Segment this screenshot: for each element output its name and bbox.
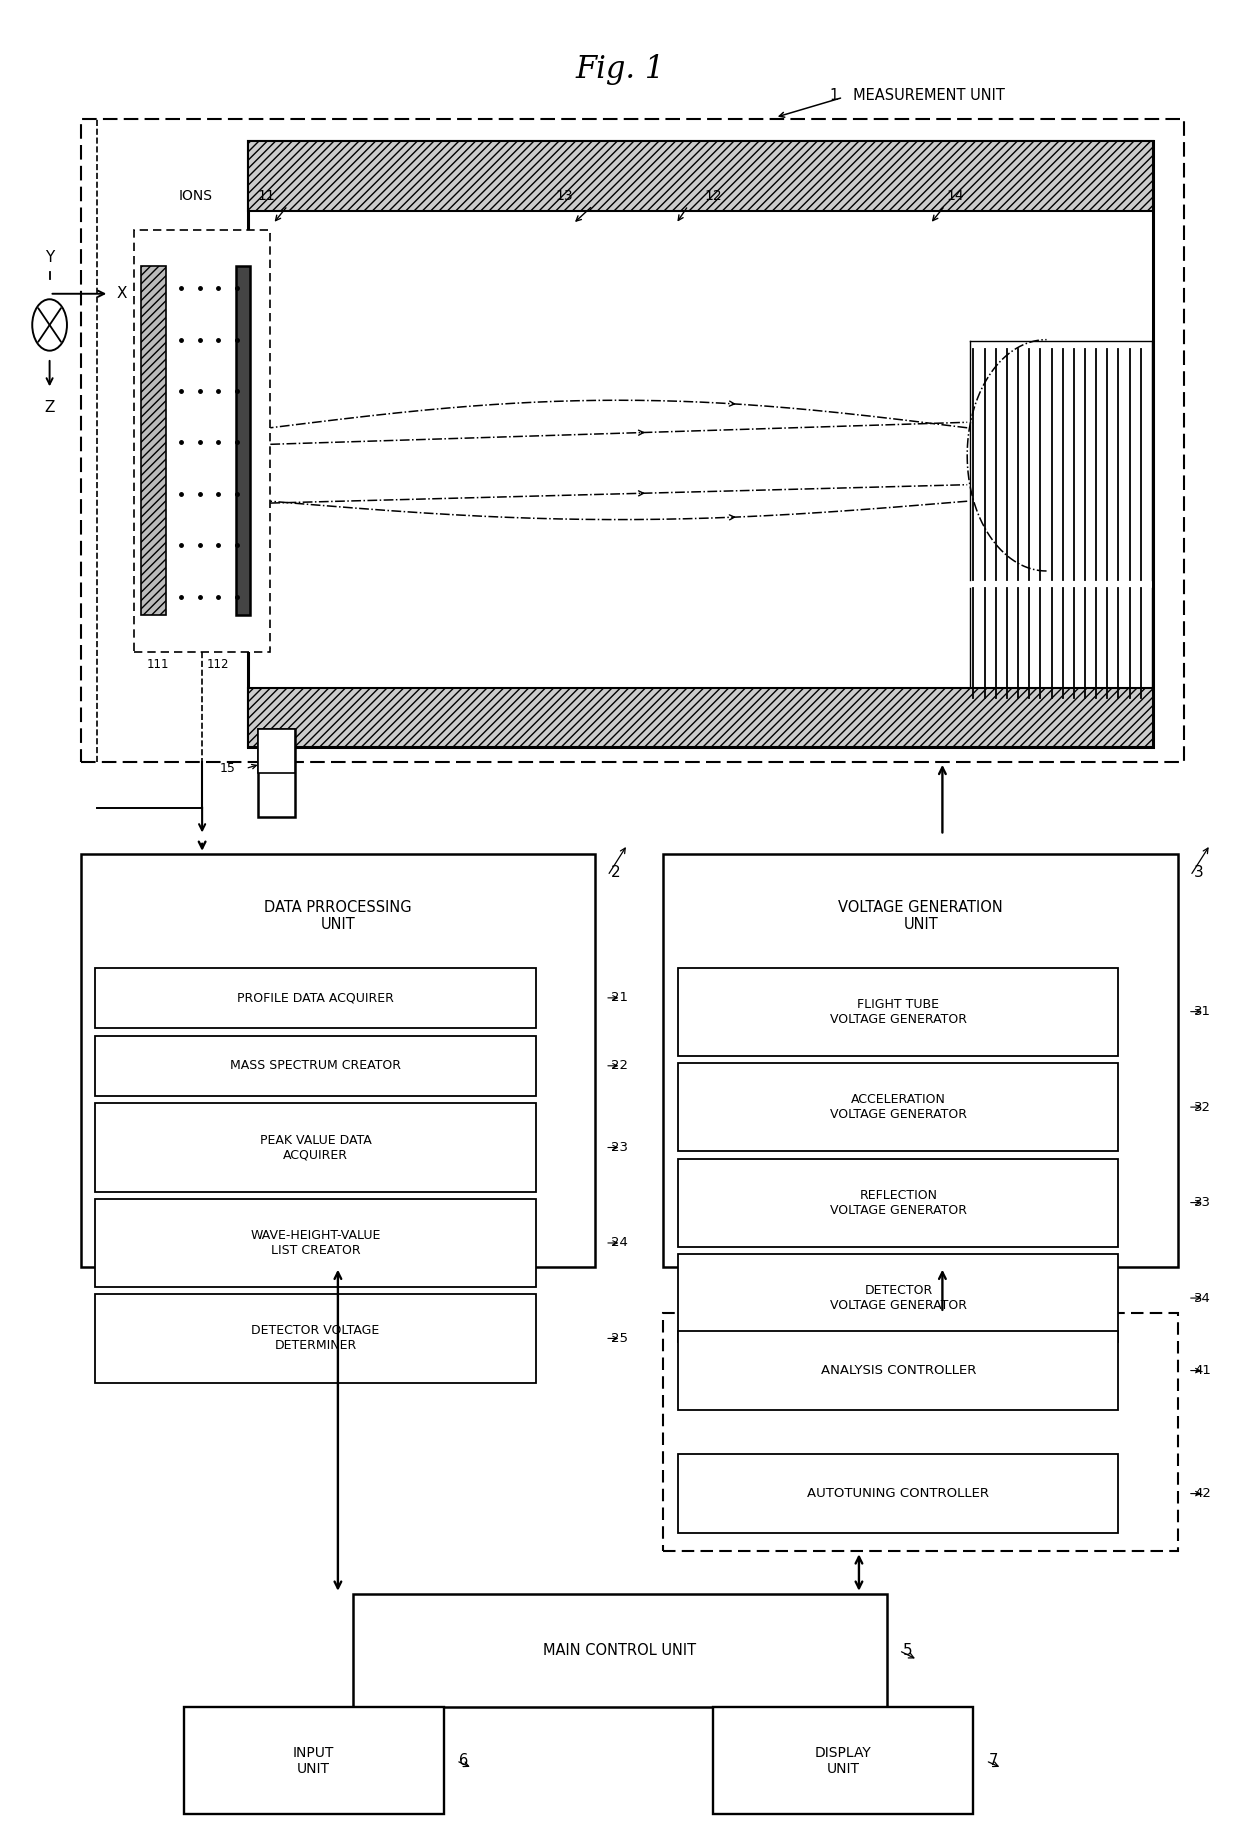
Text: 14: 14 [946,189,963,204]
Bar [95,968,536,1028]
Bar [81,854,595,1267]
Text: 22: 22 [611,1059,629,1072]
Text: WAVE-HEIGHT-VALUE
LIST CREATOR: WAVE-HEIGHT-VALUE LIST CREATOR [250,1228,381,1258]
Bar [236,266,250,615]
Text: 25: 25 [611,1331,629,1346]
Bar [713,1707,973,1814]
Bar [663,854,1178,1267]
Text: PROFILE DATA ACQUIRER: PROFILE DATA ACQUIRER [237,991,394,1004]
Text: MAIN CONTROL UNIT: MAIN CONTROL UNIT [543,1643,697,1658]
Text: X: X [117,286,126,301]
Bar [678,1063,1118,1151]
Bar [95,1294,536,1383]
Text: 7: 7 [988,1753,998,1768]
Bar [248,141,1153,211]
Text: 11: 11 [258,189,275,204]
Text: 13: 13 [556,189,573,204]
Bar [678,1254,1118,1342]
Text: 112: 112 [207,657,229,672]
Text: 34: 34 [1194,1291,1211,1305]
Text: FLIGHT TUBE
VOLTAGE GENERATOR: FLIGHT TUBE VOLTAGE GENERATOR [830,997,967,1026]
Bar [353,1594,887,1707]
Bar [81,119,1184,762]
Bar [258,729,295,817]
Text: 12: 12 [704,189,722,204]
Text: 41: 41 [1194,1364,1211,1377]
Text: DISPLAY
UNIT: DISPLAY UNIT [815,1746,872,1775]
Text: DETECTOR VOLTAGE
DETERMINER: DETECTOR VOLTAGE DETERMINER [252,1324,379,1353]
Bar [248,688,1153,747]
Text: 5: 5 [903,1643,913,1658]
Text: 21: 21 [611,991,629,1004]
Text: INPUT
UNIT: INPUT UNIT [293,1746,335,1775]
Bar [141,266,166,615]
Text: DETECTOR
VOLTAGE GENERATOR: DETECTOR VOLTAGE GENERATOR [830,1283,967,1313]
Text: VOLTAGE GENERATION
UNIT: VOLTAGE GENERATION UNIT [838,900,1003,933]
Text: AUTOTUNING CONTROLLER: AUTOTUNING CONTROLLER [807,1487,990,1500]
Text: 31: 31 [1194,1004,1211,1019]
Text: 32: 32 [1194,1100,1211,1114]
Text: 2: 2 [611,865,621,879]
Text: Z: Z [45,400,55,415]
Text: 6: 6 [459,1753,467,1768]
Bar [258,729,295,773]
Text: MASS SPECTRUM CREATOR: MASS SPECTRUM CREATOR [231,1059,401,1072]
Text: 111: 111 [146,657,169,672]
Bar [95,1103,536,1192]
Text: 24: 24 [611,1236,629,1250]
Text: REFLECTION
VOLTAGE GENERATOR: REFLECTION VOLTAGE GENERATOR [830,1188,967,1217]
Bar [678,968,1118,1056]
Text: 23: 23 [611,1140,629,1155]
Text: ACCELERATION
VOLTAGE GENERATOR: ACCELERATION VOLTAGE GENERATOR [830,1092,967,1122]
Bar [134,230,270,652]
Bar [678,1454,1118,1533]
Text: IONS: IONS [179,189,213,204]
Text: ANALYSIS CONTROLLER: ANALYSIS CONTROLLER [821,1364,976,1377]
Bar [678,1159,1118,1247]
Text: 3: 3 [1194,865,1204,879]
Bar [678,1331,1118,1410]
Text: 33: 33 [1194,1195,1211,1210]
Bar [663,1313,1178,1551]
Text: 1   MEASUREMENT UNIT: 1 MEASUREMENT UNIT [830,88,1006,103]
Bar [184,1707,444,1814]
Text: PEAK VALUE DATA
ACQUIRER: PEAK VALUE DATA ACQUIRER [259,1133,372,1162]
Bar [248,141,1153,747]
Text: 15: 15 [219,762,236,775]
Text: Y: Y [45,250,55,264]
Bar [95,1036,536,1096]
Text: 42: 42 [1194,1487,1211,1500]
Text: DATA PRROCESSING
UNIT: DATA PRROCESSING UNIT [264,900,412,933]
Text: Fig. 1: Fig. 1 [575,55,665,84]
Bar [95,1199,536,1287]
